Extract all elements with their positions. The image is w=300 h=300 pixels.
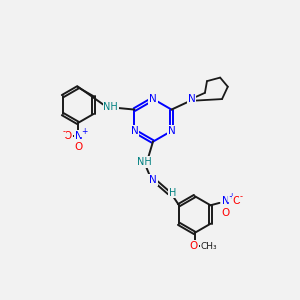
Text: O: O [190, 241, 198, 251]
Text: O: O [63, 131, 72, 141]
Text: NH: NH [137, 157, 152, 167]
Text: -: - [62, 128, 65, 136]
Text: N: N [149, 94, 157, 104]
Text: N: N [75, 131, 83, 141]
Text: O: O [74, 142, 83, 152]
Text: -: - [239, 193, 242, 202]
Text: N: N [149, 175, 157, 185]
Text: CH₃: CH₃ [200, 242, 217, 251]
Text: O: O [221, 208, 230, 218]
Text: N: N [188, 94, 196, 104]
Text: +: + [81, 128, 87, 136]
Text: +: + [228, 193, 235, 202]
Text: N: N [130, 126, 138, 136]
Text: O: O [232, 196, 241, 206]
Text: N: N [221, 196, 229, 206]
Text: N: N [168, 126, 176, 136]
Text: NH: NH [103, 102, 118, 112]
Text: H: H [169, 188, 177, 197]
